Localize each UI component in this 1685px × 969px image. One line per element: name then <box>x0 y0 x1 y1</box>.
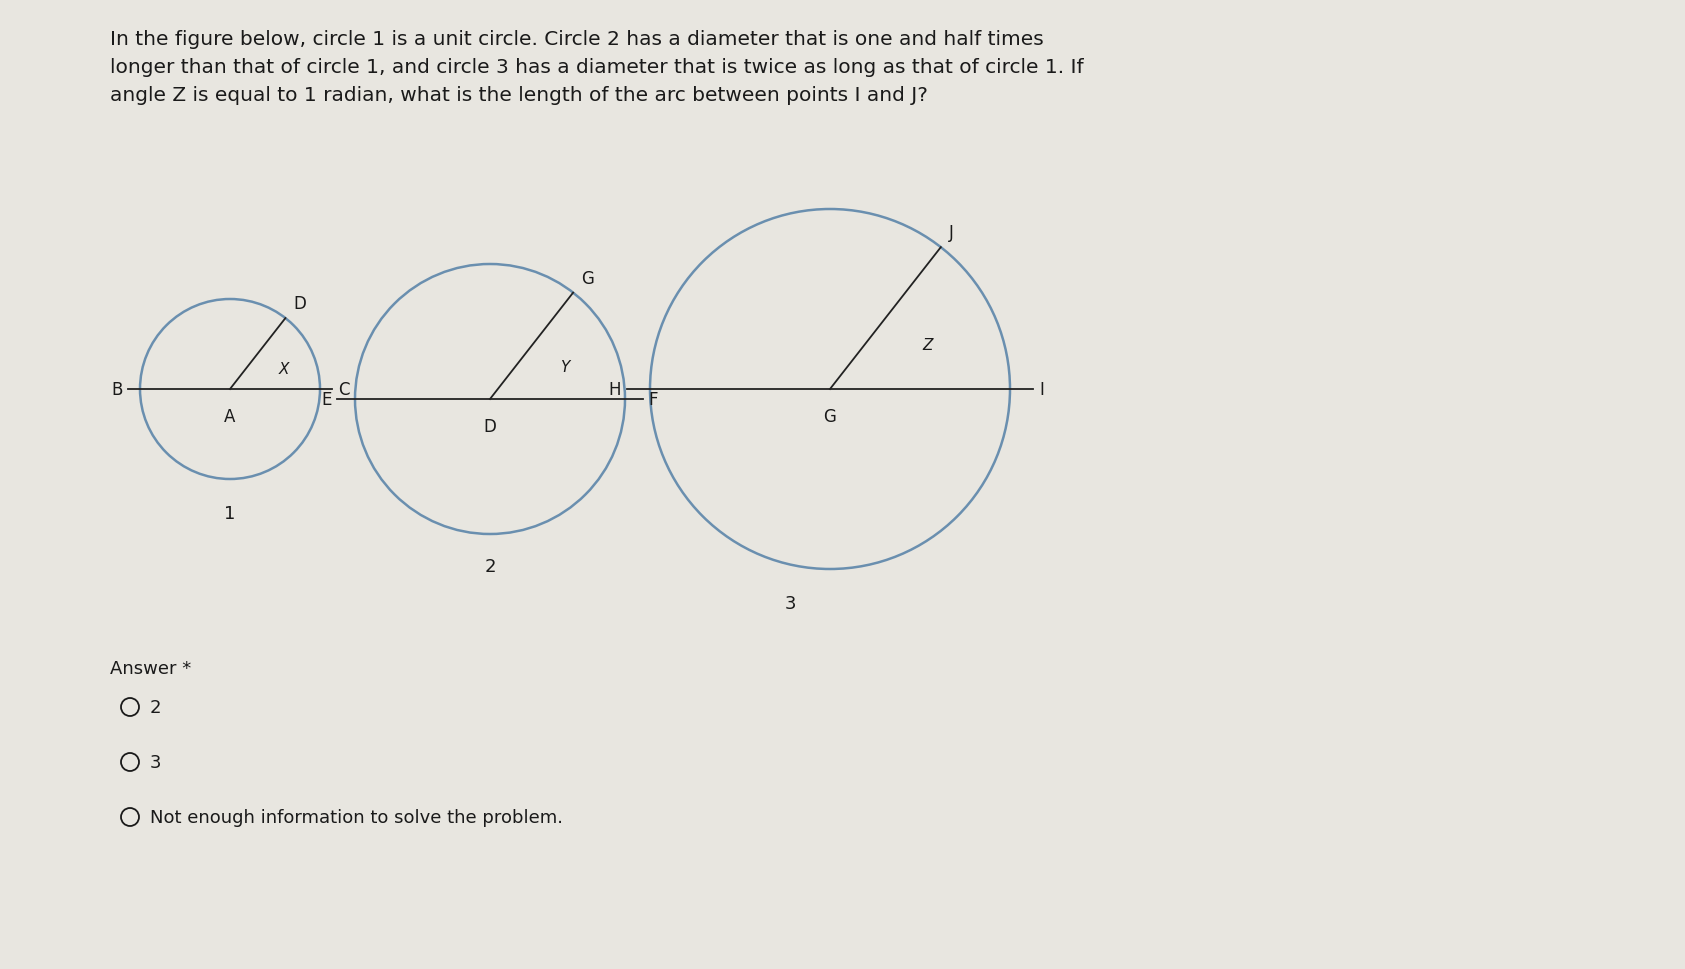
Text: H: H <box>608 381 620 398</box>
Text: Z: Z <box>922 338 932 353</box>
Text: 3: 3 <box>784 594 795 612</box>
Text: 3: 3 <box>150 753 162 771</box>
Text: I: I <box>1040 381 1045 398</box>
Text: D: D <box>484 418 497 435</box>
Text: C: C <box>337 381 349 398</box>
Text: Y: Y <box>559 359 570 375</box>
Text: X: X <box>278 361 288 376</box>
Text: E: E <box>322 391 332 409</box>
Text: 1: 1 <box>224 505 236 522</box>
Text: Not enough information to solve the problem.: Not enough information to solve the prob… <box>150 808 563 827</box>
Text: F: F <box>649 391 659 409</box>
Text: 2: 2 <box>150 699 162 716</box>
Text: G: G <box>581 269 595 288</box>
Text: A: A <box>224 408 236 425</box>
Text: B: B <box>111 381 123 398</box>
Text: G: G <box>824 408 836 425</box>
Text: J: J <box>949 224 954 242</box>
Text: Answer *: Answer * <box>110 659 192 677</box>
Text: 2: 2 <box>484 557 495 576</box>
Text: D: D <box>293 295 307 313</box>
Text: In the figure below, circle 1 is a unit circle. Circle 2 has a diameter that is : In the figure below, circle 1 is a unit … <box>110 30 1083 105</box>
